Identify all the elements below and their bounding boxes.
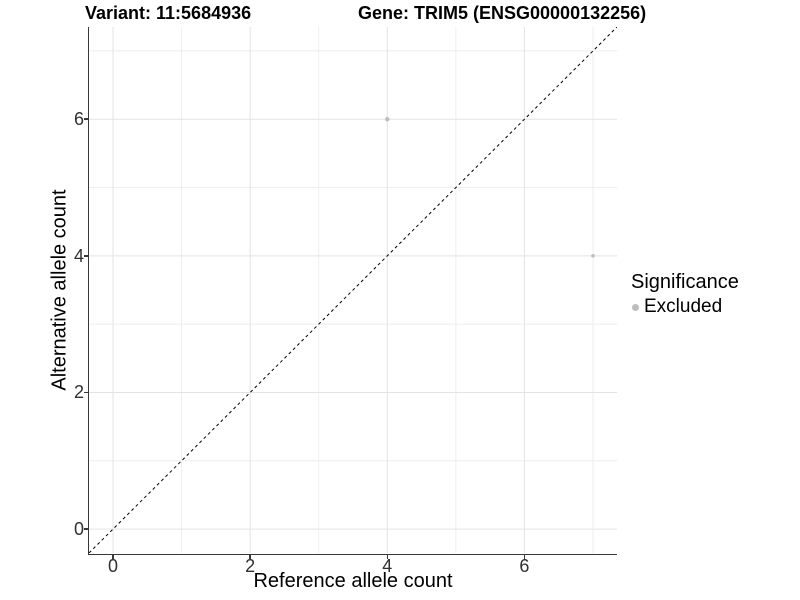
identity-dashed-line bbox=[88, 27, 617, 553]
legend: Significance Excluded bbox=[631, 271, 739, 318]
y-tick-mark bbox=[83, 528, 88, 530]
excluded-point-marker-icon bbox=[632, 303, 639, 311]
x-axis-title: Reference allele count bbox=[253, 570, 453, 592]
x-tick-label: 2 bbox=[245, 556, 256, 576]
gene-title: Gene: TRIM5 (ENSG00000132256) bbox=[358, 3, 647, 23]
x-tick-mark bbox=[112, 554, 114, 559]
legend-item-excluded: Excluded bbox=[632, 296, 739, 318]
x-tick-label: 0 bbox=[107, 556, 118, 576]
x-tick-label: 6 bbox=[519, 556, 530, 576]
x-tick-label: 4 bbox=[382, 556, 393, 576]
plot-canvas bbox=[88, 27, 617, 553]
data-point bbox=[384, 117, 389, 122]
legend-item-label: Excluded bbox=[644, 296, 723, 317]
y-tick-label: 6 bbox=[73, 109, 84, 130]
x-tick-mark bbox=[523, 554, 526, 559]
y-tick-mark bbox=[83, 255, 88, 257]
x-tick-mark bbox=[249, 554, 251, 559]
data-point bbox=[590, 254, 595, 258]
variant-title: Variant: 11:5684936 bbox=[85, 3, 252, 23]
y-axis-title: Alternative allele count bbox=[48, 189, 71, 391]
y-tick-label: 2 bbox=[73, 382, 84, 403]
y-tick-mark bbox=[83, 391, 88, 394]
plot-panel bbox=[87, 27, 617, 555]
x-tick-mark bbox=[386, 554, 389, 559]
legend-title: Significance bbox=[631, 271, 739, 293]
y-tick-label: 0 bbox=[73, 519, 84, 540]
y-tick-mark bbox=[83, 118, 88, 120]
y-tick-label: 4 bbox=[73, 245, 84, 266]
